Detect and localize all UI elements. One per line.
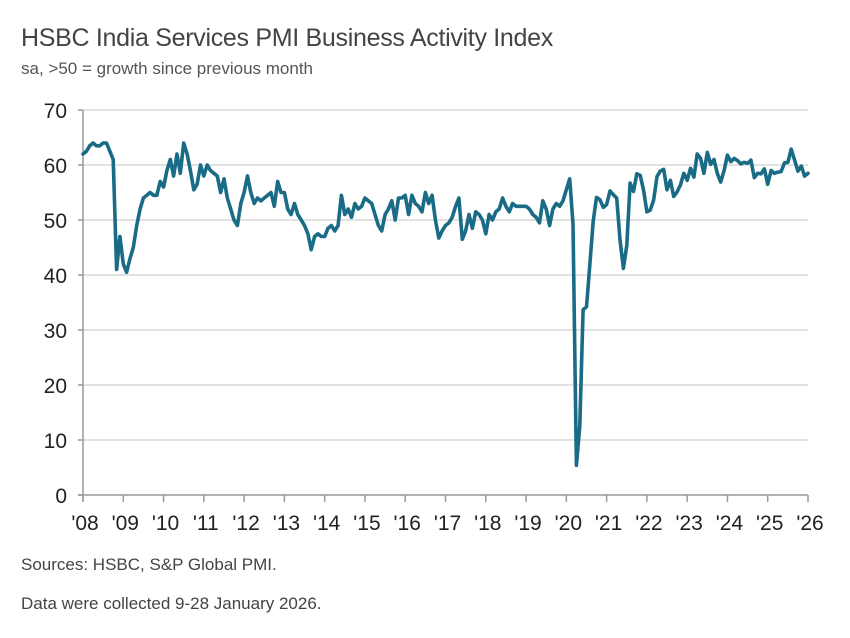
x-tick-label: '23 [675, 512, 702, 535]
x-tick-label: '20 [555, 512, 582, 535]
x-tick-label: '13 [273, 512, 300, 535]
x-tick-label: '26 [796, 512, 823, 535]
x-tick-label: '14 [313, 512, 341, 535]
x-tick-label: '11 [193, 512, 219, 535]
x-tick-label: '09 [112, 512, 139, 535]
x-tick-label: '17 [434, 512, 461, 535]
pmi-line [81, 141, 810, 468]
x-tick-label: '19 [514, 512, 541, 535]
y-axis-labels: 0 10 20 30 40 50 60 70 [44, 100, 67, 508]
y-tick-label: 0 [55, 485, 67, 508]
y-tick-label: 40 [44, 265, 67, 288]
y-tick-label: 20 [44, 375, 67, 398]
chart-title: HSBC India Services PMI Business Activit… [21, 24, 553, 52]
x-tick-label: '18 [474, 512, 501, 535]
x-tick-label: '25 [756, 512, 783, 535]
y-tick-label: 60 [44, 155, 67, 178]
x-tick-label: '24 [716, 512, 744, 535]
x-tick-label: '15 [353, 512, 380, 535]
y-tick-label: 30 [44, 320, 67, 343]
x-tick-label: '10 [152, 512, 179, 535]
collection-note: Data were collected 9-28 January 2026. [21, 594, 322, 613]
y-tick-label: 70 [44, 100, 67, 123]
axes [78, 109, 809, 502]
chart-subtitle: sa, >50 = growth since previous month [21, 59, 313, 78]
gridlines [83, 109, 808, 441]
series [81, 141, 810, 468]
x-tick-label: '21 [595, 512, 622, 535]
x-tick-label: '16 [394, 512, 421, 535]
x-tick-label: '08 [71, 512, 98, 535]
sources-note: Sources: HSBC, S&P Global PMI. [21, 555, 277, 574]
x-tick-label: '22 [635, 512, 662, 535]
x-tick-label: '12 [232, 512, 259, 535]
x-axis-labels: '08 '09 '10 '11 '12 '13 '14 '15 '16 '17 '18 '19 '20 '… [71, 512, 823, 535]
y-tick-label: 50 [44, 210, 67, 233]
y-tick-label: 10 [44, 430, 67, 453]
